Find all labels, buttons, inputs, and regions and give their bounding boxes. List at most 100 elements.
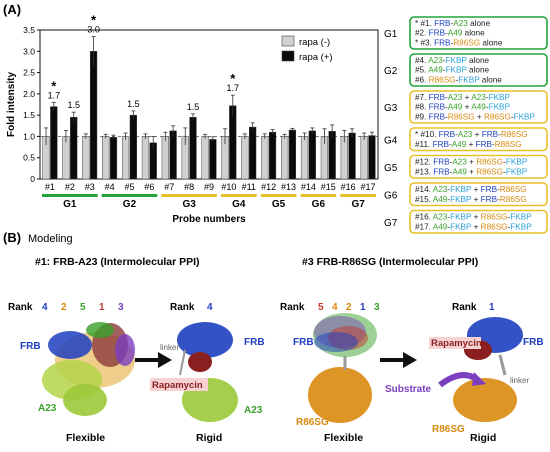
panel-b-subtitle: Modeling (28, 233, 73, 245)
left-rigid-caption: Rigid (196, 432, 222, 444)
bar-rapa-minus (62, 136, 70, 180)
rank-number: 1 (99, 302, 105, 313)
bar-rapa-plus (50, 106, 58, 180)
left-rigid-a23-label: A23 (244, 405, 263, 416)
bar-rapa-plus (308, 130, 316, 180)
probe-description: #5. A49-FKBP alone (415, 66, 490, 75)
bar-rapa-minus (241, 136, 249, 180)
probe-description: #6. R86SG-FKBP alone (415, 75, 502, 84)
rank-number: 2 (346, 302, 352, 313)
group-box (409, 182, 548, 207)
right-rapamycin-highlight (429, 337, 481, 349)
probe-description: * #1. FRB-A23 alone (415, 19, 491, 28)
rank-number: 1 (360, 302, 366, 313)
legend-label: rapa (-) (299, 37, 330, 48)
rank-number: 3 (118, 302, 124, 313)
bar-rapa-plus (288, 129, 297, 180)
group-box-label: G4 (384, 135, 398, 146)
group-bar (220, 194, 257, 197)
left-a23-label: A23 (38, 403, 57, 414)
bar-rapa-plus (129, 114, 137, 180)
x-tick-label: #13 (281, 182, 296, 192)
group-box-label: G3 (384, 103, 398, 114)
panel-a-label: (A) (3, 2, 21, 17)
x-tick-label: #4 (105, 182, 115, 192)
right-rigid-rank-label: Rank (452, 302, 477, 313)
probe-description: * #10. FRB-A23 + FRB-R86SG (415, 130, 528, 139)
left-rapamycin-highlight (150, 378, 208, 391)
left-rank-numbers: 4 2 5 1 3 (42, 302, 124, 313)
bar-chart: 0 0.5 1.0 1.5 2.0 2.5 3.0 3.5 Fold intensity #1 #2… (6, 12, 379, 225)
y-tick-label: 0.5 (23, 153, 35, 163)
rank-number: 4 (332, 302, 338, 313)
probe-description: #9. FRB-R86SG + R86SG-FKBP (415, 112, 536, 121)
group-box-label: G5 (384, 163, 398, 174)
rank-number: 2 (61, 302, 67, 313)
group-box-label: G2 (384, 66, 398, 77)
bar-rapa-minus (281, 136, 289, 180)
bar-rapa-minus (340, 136, 348, 180)
left-frb-label: FRB (20, 341, 41, 352)
frb-a23-rigid-structure (177, 322, 238, 422)
probe-description: #11. FRB-A49 + FRB-R86SG (415, 140, 522, 149)
left-rank-label: Rank (8, 302, 33, 313)
right-arrow-icon (380, 352, 417, 368)
y-tick-label: 2.0 (23, 89, 35, 99)
bar-rapa-minus (141, 136, 150, 180)
bar-rapa-plus (169, 130, 177, 180)
rank-number: 5 (80, 302, 86, 313)
group-label: G1 (63, 199, 77, 210)
bar-rapa-plus (109, 137, 118, 180)
x-tick-label: #9 (204, 182, 214, 192)
value-label: 1.7 (227, 83, 240, 93)
bar-rapa-plus (268, 131, 277, 180)
group-box (409, 90, 548, 124)
group-bar (300, 194, 337, 197)
bar-rapa-minus (121, 136, 130, 180)
group-box (409, 209, 548, 234)
group-label: G6 (312, 199, 326, 210)
x-tick-label: #16 (341, 182, 356, 192)
group-box (409, 154, 548, 179)
group-bar (101, 194, 158, 197)
group-label: G4 (232, 199, 246, 210)
probe-description: #8. FRB-A49 + A49-FKBP (415, 103, 510, 112)
x-tick-label: #17 (361, 182, 376, 192)
group-box-label: G1 (384, 29, 398, 40)
group-box-label: G6 (384, 190, 398, 201)
substrate-label: Substrate (385, 384, 432, 395)
right-rigid-frb-label: FRB (523, 337, 544, 348)
y-tick-label: 3.0 (23, 46, 35, 56)
bar-rapa-plus (189, 117, 197, 180)
group-box (409, 53, 548, 87)
group-label: G5 (272, 199, 286, 210)
bar-rapa-minus (360, 136, 368, 180)
probe-description: #12. FRB-A23 + R86SG-FKBP (415, 158, 528, 167)
plot-frame (39, 29, 379, 180)
legend-swatch (281, 50, 295, 62)
probe-description: #17. A49-FKBP + R86SG-FKBP (415, 222, 532, 231)
x-tick-label: #14 (301, 182, 316, 192)
y-tick-label: 2.5 (23, 68, 35, 78)
rank-number: 4 (42, 302, 48, 313)
left-flexible-caption: Flexible (66, 432, 105, 444)
bar-rapa-plus (209, 139, 217, 180)
bar-rapa-plus (328, 131, 336, 180)
significance-star: * (51, 78, 57, 93)
left-arrow-icon (135, 352, 172, 368)
x-tick-label: #2 (65, 182, 75, 192)
right-rapamycin-label: Rapamycin (431, 338, 482, 349)
bar-rapa-minus (102, 136, 110, 180)
x-tick-label: #11 (242, 182, 256, 192)
value-label: 1.5 (187, 102, 200, 112)
x-tick-label: #8 (184, 182, 194, 192)
value-label: 1.7 (48, 90, 61, 100)
bar-rapa-plus (249, 126, 257, 180)
x-axis-label: Probe numbers (172, 214, 246, 225)
group-label: G7 (351, 199, 365, 210)
panel-b: (B) Modeling #1: FRB-A23 (Intermolecular… (3, 230, 544, 444)
right-r86sg-label: R86SG (296, 417, 329, 428)
value-label: 1.5 (127, 99, 140, 109)
significance-star: * (230, 71, 236, 86)
